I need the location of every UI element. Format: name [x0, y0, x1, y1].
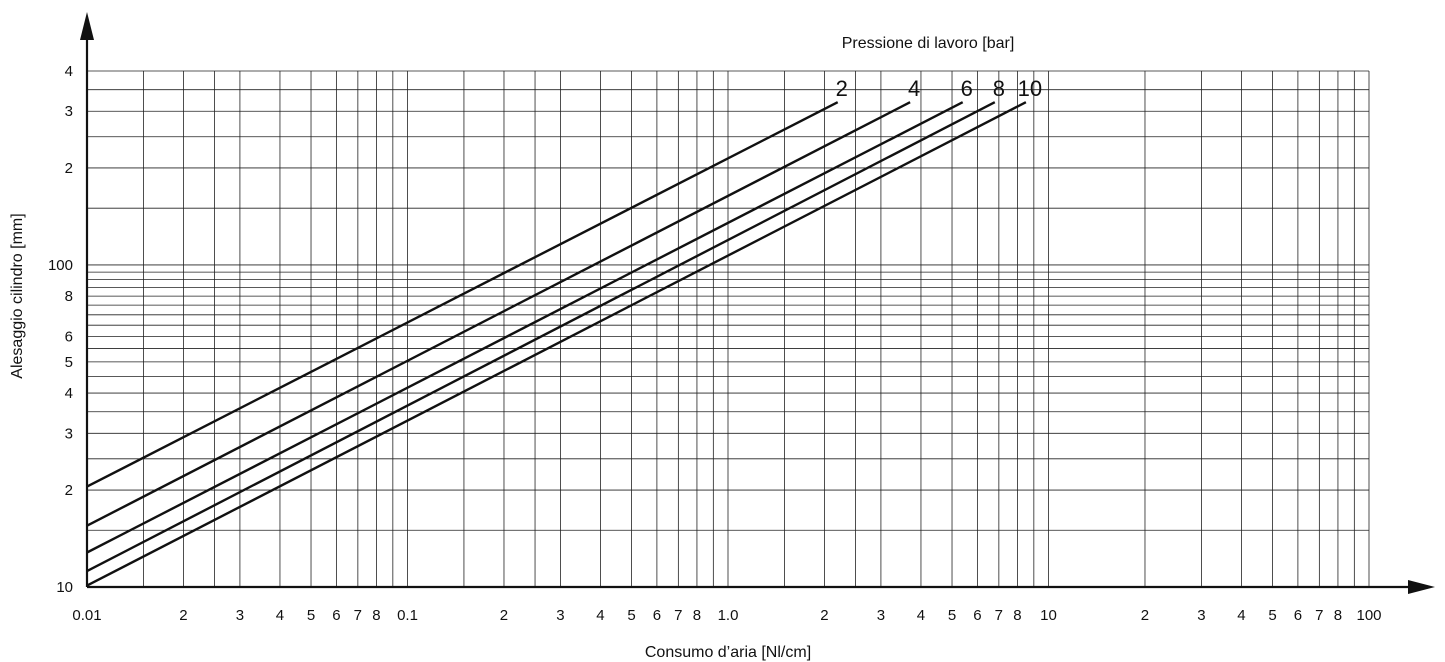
x-tick-label: 2 [500, 607, 508, 624]
series-label-8: 8 [993, 76, 1005, 101]
x-axis-label: Consumo d’aria [Nl/cm] [645, 644, 811, 661]
x-tick-label: 6 [332, 607, 340, 624]
y-axis-arrow [80, 12, 94, 40]
tick-labels: 0.01 2 3 4 5 6 7 8 0.1 2 3 4 5 6 7 8 1.0 2 3 4 5 6 7 8 10 2 3 4 5 6 7 8… [48, 63, 1382, 624]
x-tick-label: 5 [948, 607, 956, 624]
y-tick-label: 4 [65, 63, 73, 80]
y-tick-label: 4 [65, 385, 73, 402]
y-tick-label: 100 [48, 257, 73, 274]
y-tick-label: 6 [65, 328, 73, 345]
axes [80, 12, 1435, 594]
x-tick-label: 7 [1315, 607, 1323, 624]
series-line-6 [87, 102, 963, 552]
x-tick-label: 4 [276, 607, 284, 624]
x-tick-label: 5 [307, 607, 315, 624]
series-label-4: 4 [908, 76, 920, 101]
x-tick-label: 10 [1040, 607, 1057, 624]
x-tick-label: 6 [1294, 607, 1302, 624]
x-tick-label: 7 [674, 607, 682, 624]
x-tick-label: 6 [973, 607, 981, 624]
chart-title: Pressione di lavoro [bar] [842, 35, 1015, 52]
x-tick-label: 8 [1334, 607, 1342, 624]
series-line-10 [87, 102, 1026, 585]
x-tick-label: 4 [596, 607, 604, 624]
x-tick-label: 0.1 [397, 607, 418, 624]
series-label-2: 2 [836, 76, 848, 101]
x-tick-label: 7 [995, 607, 1003, 624]
x-tick-label: 8 [372, 607, 380, 624]
x-tick-label: 6 [653, 607, 661, 624]
x-tick-label: 5 [627, 607, 635, 624]
x-tick-label: 2 [820, 607, 828, 624]
series-line-2 [87, 102, 838, 486]
series-label-6: 6 [961, 76, 973, 101]
x-tick-label: 1.0 [718, 607, 739, 624]
series-line-4 [87, 102, 910, 526]
series-label-10: 10 [1018, 76, 1042, 101]
y-tick-label: 2 [65, 482, 73, 499]
y-tick-label: 8 [65, 288, 73, 305]
y-tick-label: 5 [65, 354, 73, 371]
x-tick-label: 3 [236, 607, 244, 624]
x-tick-label: 2 [179, 607, 187, 624]
y-tick-label: 3 [65, 425, 73, 442]
x-tick-label: 2 [1141, 607, 1149, 624]
x-tick-label: 3 [1197, 607, 1205, 624]
y-tick-label: 10 [56, 579, 73, 596]
x-tick-label: 5 [1268, 607, 1276, 624]
x-tick-label: 100 [1356, 607, 1381, 624]
x-tick-label: 4 [917, 607, 925, 624]
series: 2 4 6 8 10 [87, 76, 1042, 585]
x-tick-label: 4 [1237, 607, 1245, 624]
y-tick-label: 3 [65, 103, 73, 120]
x-tick-label: 3 [556, 607, 564, 624]
y-axis-label: Alesaggio cilindro [mm] [9, 213, 26, 378]
x-tick-label: 8 [693, 607, 701, 624]
x-tick-label: 7 [354, 607, 362, 624]
x-tick-label: 0.01 [72, 607, 101, 624]
x-axis-arrow [1408, 580, 1435, 594]
grid [87, 71, 1369, 587]
y-tick-label: 2 [65, 160, 73, 177]
x-tick-label: 3 [877, 607, 885, 624]
x-tick-label: 8 [1013, 607, 1021, 624]
